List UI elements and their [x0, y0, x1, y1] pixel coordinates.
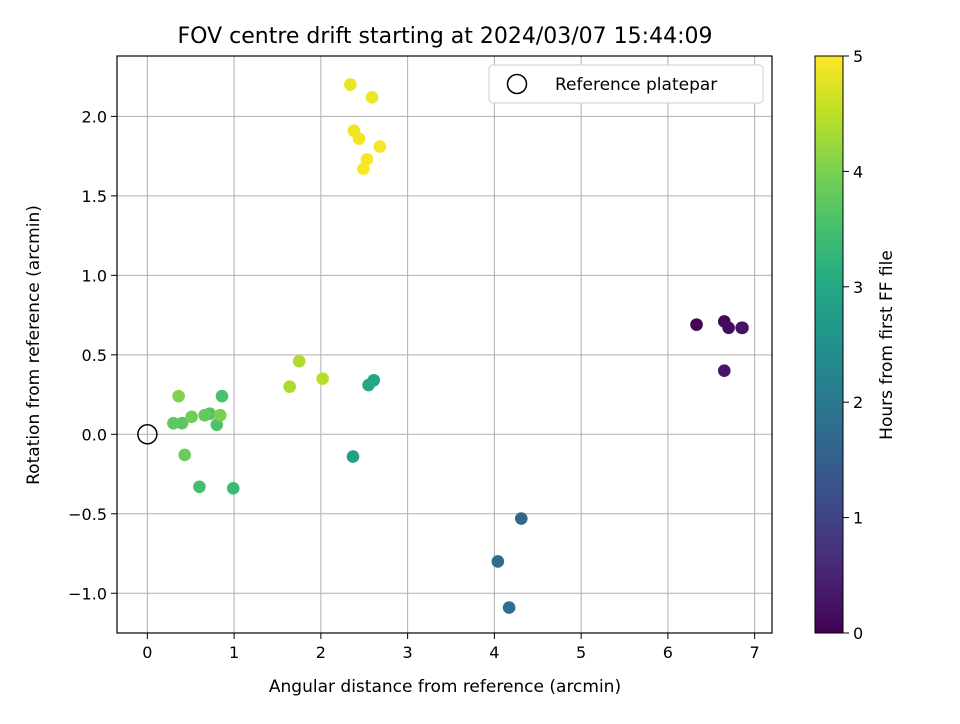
x-tick-label: 1	[229, 643, 239, 662]
data-point	[175, 416, 189, 430]
data-point	[357, 162, 370, 176]
data-point	[373, 140, 387, 153]
x-tick-label: 5	[576, 643, 586, 662]
reference-point	[137, 424, 158, 445]
legend: Reference platepar	[488, 64, 764, 104]
data-point	[283, 380, 296, 393]
data-point	[316, 372, 329, 385]
data-point	[198, 408, 211, 422]
data-point	[367, 373, 381, 387]
data-point	[514, 512, 528, 525]
data-point	[690, 318, 703, 331]
data-point	[185, 410, 198, 424]
data-point	[210, 418, 224, 432]
colorbar-label: Hours from first FF file	[877, 250, 897, 440]
x-tick-label: 3	[403, 643, 413, 662]
grid-lines	[117, 56, 772, 633]
data-point	[722, 321, 735, 335]
colorbar-tick-label: 0	[853, 624, 863, 643]
y-tick-label: −0.5	[68, 505, 107, 524]
x-tick-label: 2	[316, 643, 326, 662]
data-point	[172, 389, 185, 403]
reference-platepar-marker	[137, 424, 158, 445]
x-tick-label: 6	[663, 643, 673, 662]
y-tick-label: 0.5	[82, 346, 107, 365]
colorbar-tick-label: 5	[853, 47, 863, 66]
colorbar-tick-label: 2	[853, 393, 863, 412]
data-points	[167, 78, 749, 614]
data-point	[226, 482, 240, 495]
y-axis-label: Rotation from reference (arcmin)	[24, 205, 44, 485]
data-point	[178, 448, 191, 462]
data-point	[167, 416, 180, 430]
x-tick-label: 4	[489, 643, 499, 662]
data-point	[365, 91, 379, 104]
y-tick-label: 2.0	[82, 107, 107, 126]
x-tick-label: 7	[750, 643, 760, 662]
colorbar: 0 1 2 3 4 5 Hours from first FF file	[814, 47, 897, 643]
y-tick-label: 1.5	[82, 187, 107, 206]
x-axis-label: Angular distance from reference (arcmin)	[269, 677, 621, 697]
data-point	[213, 408, 227, 422]
data-point	[352, 132, 366, 145]
legend-box	[488, 64, 764, 104]
y-axis-ticks: −1.0 −0.5 0.0 0.5 1.0 1.5 2.0	[68, 107, 117, 603]
data-point	[344, 78, 357, 91]
y-tick-label: 0.0	[82, 425, 107, 444]
chart-title: FOV centre drift starting at 2024/03/07 …	[178, 24, 713, 49]
data-point	[360, 153, 374, 166]
data-point	[215, 389, 229, 403]
plot-frame	[116, 55, 773, 634]
data-point	[717, 364, 731, 378]
x-axis-ticks: 0 1 2 3 4 5 6 7	[142, 633, 760, 662]
data-point	[736, 321, 749, 335]
data-point	[292, 354, 306, 368]
x-tick-label: 0	[142, 643, 152, 662]
colorbar-tick-label: 4	[853, 162, 863, 181]
colorbar-gradient	[814, 55, 844, 634]
data-point	[491, 555, 505, 568]
data-point	[193, 480, 206, 494]
y-tick-label: −1.0	[68, 584, 107, 603]
legend-label: Reference platepar	[555, 75, 717, 95]
colorbar-tick-label: 1	[853, 509, 863, 528]
y-tick-label: 1.0	[82, 266, 107, 285]
data-point	[502, 601, 516, 614]
legend-marker	[506, 73, 528, 95]
data-point	[346, 450, 360, 463]
colorbar-ticks: 0 1 2 3 4 5	[843, 47, 863, 643]
colorbar-tick-label: 3	[853, 278, 863, 297]
